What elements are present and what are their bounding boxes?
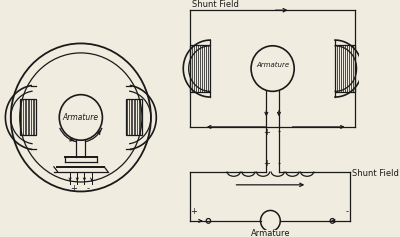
Circle shape xyxy=(206,219,211,223)
Text: Shunt Field: Shunt Field xyxy=(352,169,399,178)
Text: +: + xyxy=(263,128,270,137)
Text: Armature: Armature xyxy=(63,113,99,122)
Text: Armature: Armature xyxy=(250,229,290,237)
Text: -: - xyxy=(278,128,280,137)
Text: +: + xyxy=(263,159,270,168)
Text: +: + xyxy=(190,207,198,216)
Text: -: - xyxy=(278,159,280,168)
Text: +: + xyxy=(70,184,77,193)
Text: Shunt Field: Shunt Field xyxy=(192,0,239,9)
Text: -: - xyxy=(86,184,90,193)
Circle shape xyxy=(251,46,294,91)
Circle shape xyxy=(260,210,280,231)
Text: -: - xyxy=(345,207,348,216)
Text: Armature: Armature xyxy=(256,62,289,68)
Circle shape xyxy=(330,219,335,223)
